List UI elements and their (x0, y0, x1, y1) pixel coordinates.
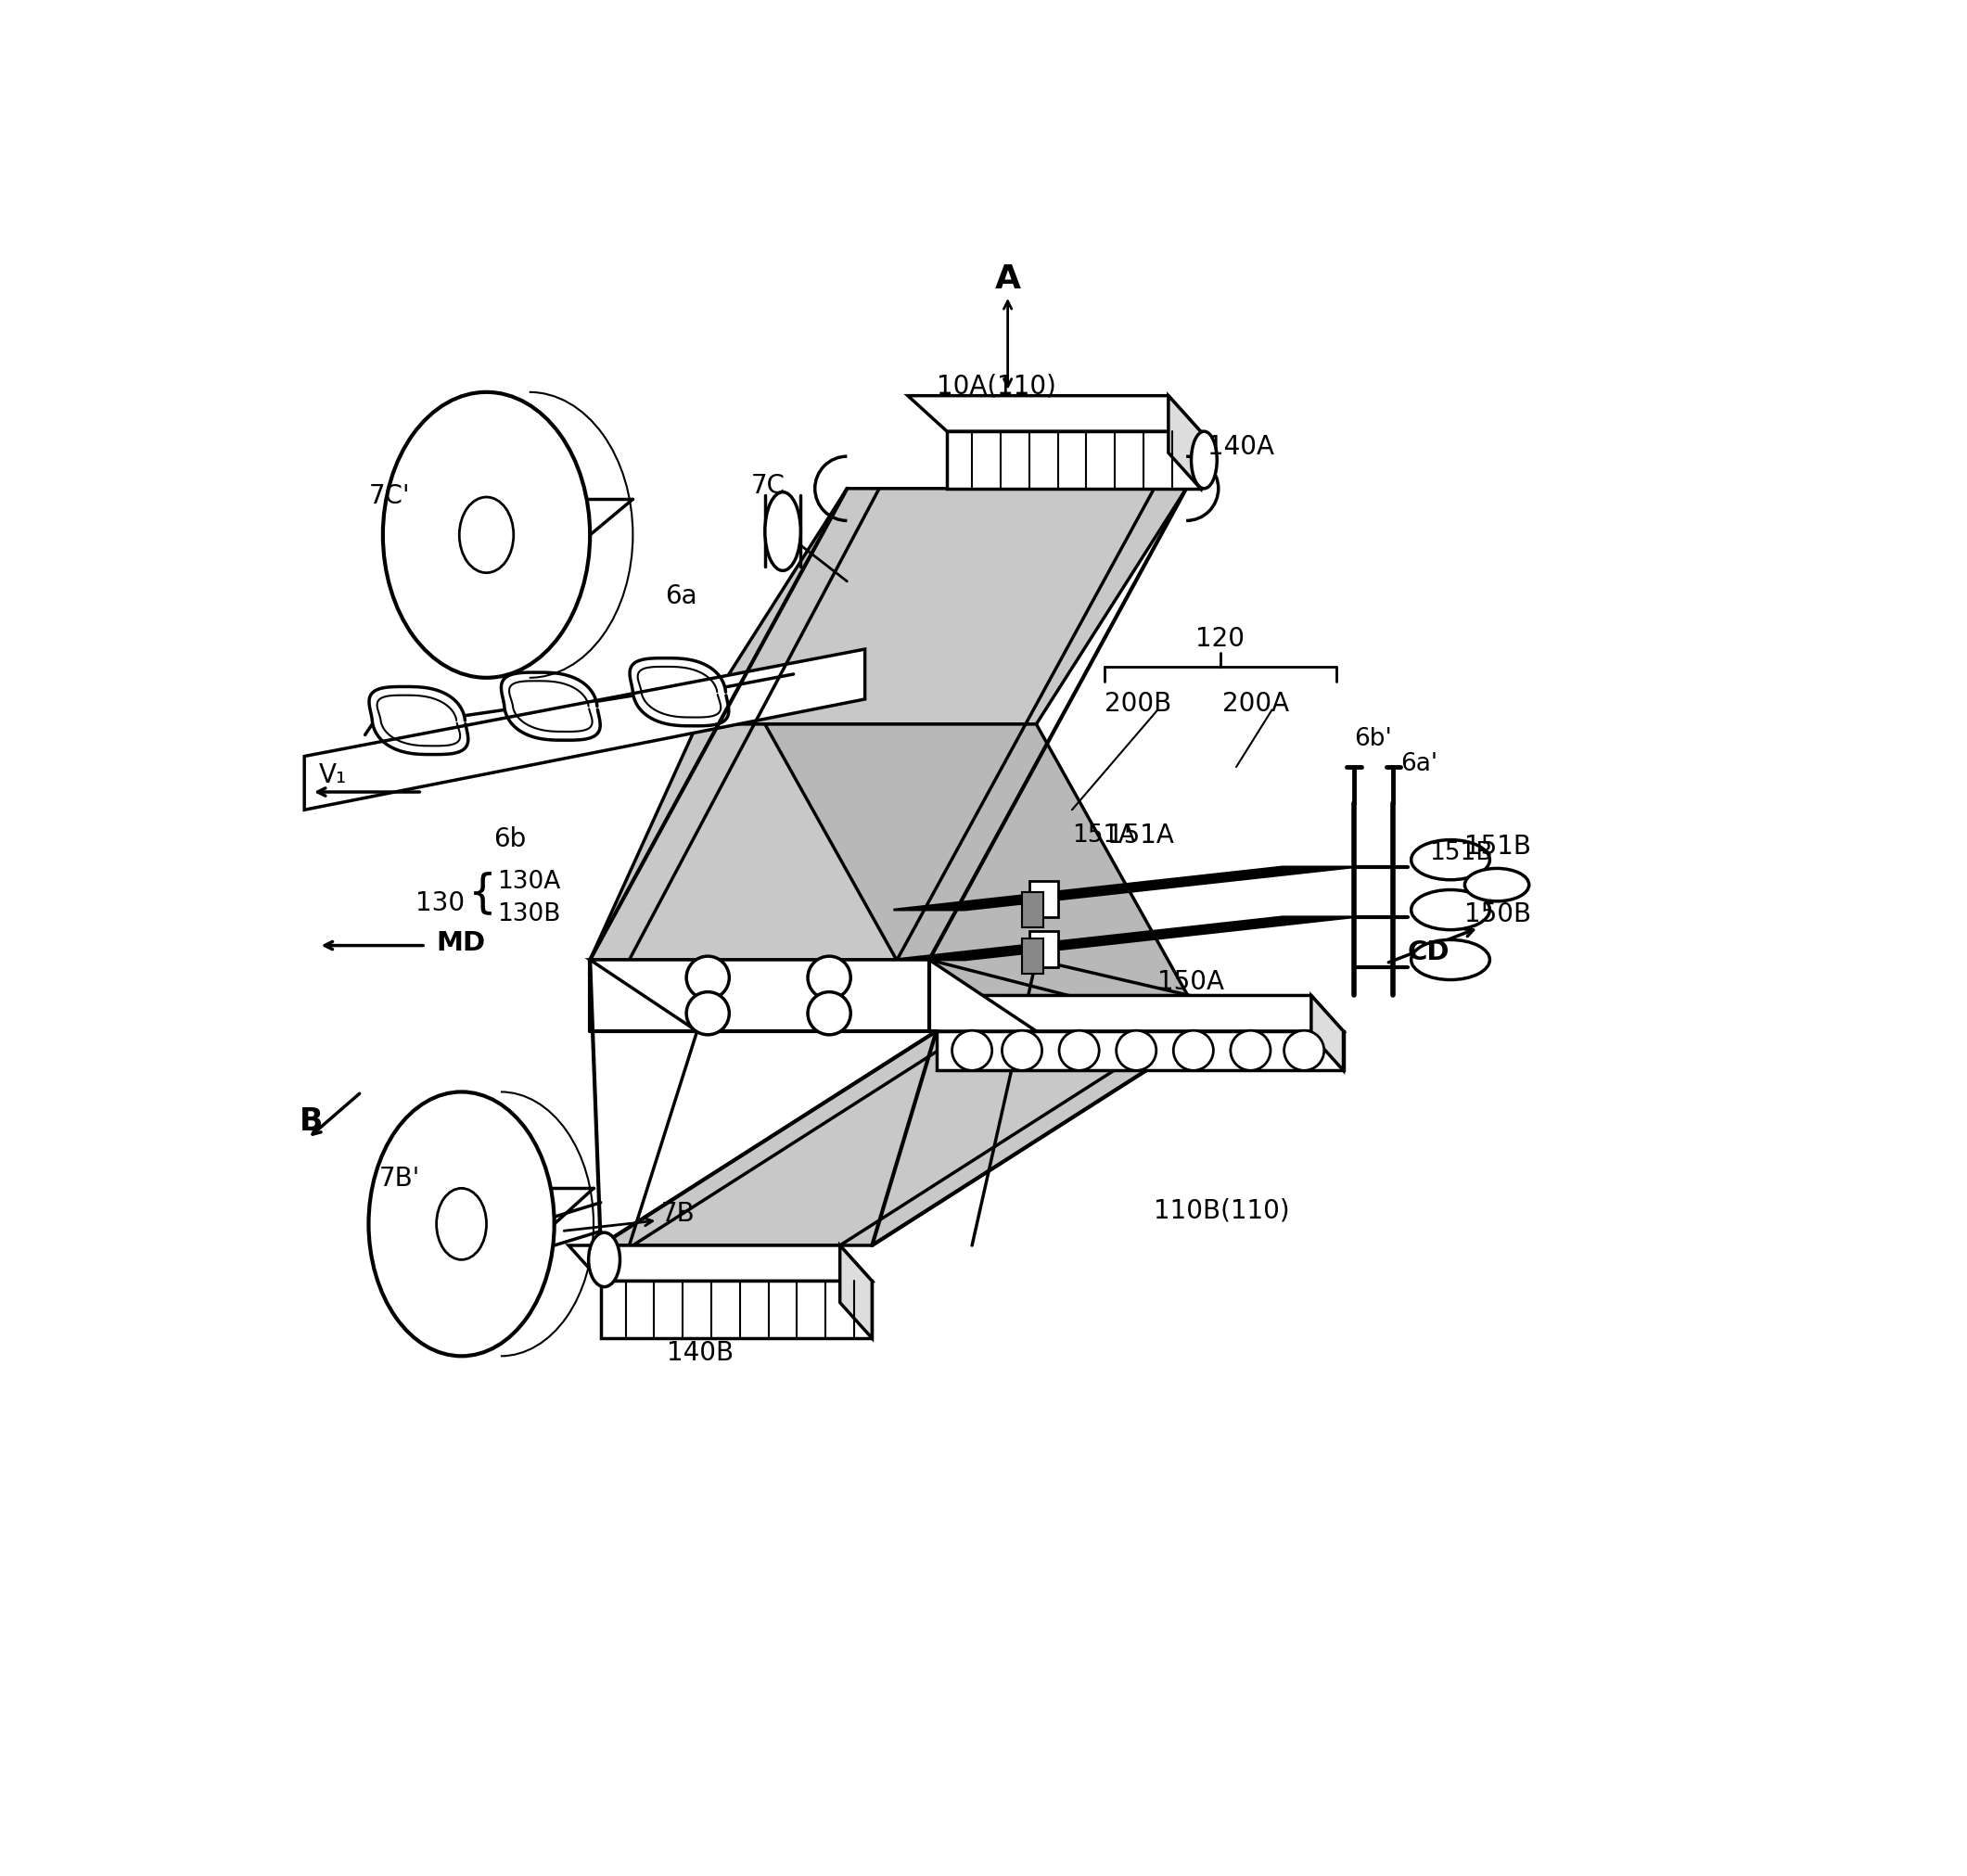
Ellipse shape (952, 1032, 991, 1071)
Ellipse shape (460, 497, 513, 574)
Polygon shape (1029, 932, 1058, 968)
Polygon shape (696, 490, 1186, 724)
Polygon shape (905, 996, 1343, 1032)
Text: 200B: 200B (1103, 690, 1170, 717)
Ellipse shape (1001, 1032, 1043, 1071)
Polygon shape (590, 724, 1037, 961)
Polygon shape (893, 917, 1353, 961)
Polygon shape (893, 867, 1353, 910)
Polygon shape (305, 649, 865, 810)
Polygon shape (1168, 396, 1200, 490)
Polygon shape (1312, 996, 1343, 1071)
Text: 151B: 151B (1465, 833, 1532, 859)
Text: 130A: 130A (498, 870, 561, 893)
Text: {: { (468, 870, 498, 915)
Text: A: A (995, 263, 1021, 295)
Text: V₁: V₁ (319, 762, 346, 788)
Text: 150A: 150A (1159, 968, 1225, 994)
Text: 7B': 7B' (380, 1165, 421, 1191)
Ellipse shape (686, 992, 730, 1036)
Text: 7B: 7B (661, 1201, 696, 1227)
Ellipse shape (368, 1092, 555, 1356)
Polygon shape (1023, 938, 1043, 974)
Text: 7C': 7C' (368, 484, 409, 508)
Text: 130B: 130B (498, 902, 561, 927)
Ellipse shape (1465, 869, 1528, 902)
Text: 6a: 6a (665, 583, 696, 610)
Ellipse shape (588, 1233, 620, 1287)
Polygon shape (1023, 893, 1043, 929)
Text: 151B: 151B (1430, 840, 1493, 865)
Text: CD: CD (1408, 938, 1450, 964)
Ellipse shape (1117, 1032, 1157, 1071)
Polygon shape (590, 961, 1037, 1032)
Polygon shape (840, 1246, 871, 1338)
Polygon shape (600, 1032, 1208, 1246)
Polygon shape (907, 396, 1200, 431)
Ellipse shape (1410, 891, 1489, 930)
Text: 110B(110): 110B(110) (1155, 1197, 1290, 1223)
Text: 200A: 200A (1222, 690, 1288, 717)
Polygon shape (765, 724, 1208, 1032)
Text: MD: MD (437, 929, 486, 955)
Text: 6b: 6b (494, 825, 527, 852)
Text: 130: 130 (415, 889, 464, 915)
Ellipse shape (1231, 1032, 1271, 1071)
Polygon shape (1029, 882, 1058, 917)
Text: 151A: 151A (1072, 824, 1135, 848)
Text: 150B: 150B (1465, 900, 1532, 927)
Polygon shape (946, 431, 1200, 490)
Ellipse shape (384, 392, 590, 679)
Text: 6b': 6b' (1353, 726, 1393, 750)
Text: 140A: 140A (1208, 433, 1275, 460)
Text: 7C: 7C (751, 473, 785, 499)
Polygon shape (568, 1246, 871, 1281)
Text: B: B (299, 1105, 323, 1137)
Ellipse shape (1174, 1032, 1214, 1071)
Text: 10A(110): 10A(110) (936, 373, 1056, 400)
Ellipse shape (1410, 840, 1489, 880)
Ellipse shape (1410, 940, 1489, 979)
Ellipse shape (765, 493, 801, 572)
Polygon shape (936, 1032, 1343, 1071)
Ellipse shape (686, 957, 730, 1000)
Text: 140B: 140B (667, 1339, 734, 1366)
Ellipse shape (1284, 1032, 1324, 1071)
Ellipse shape (1058, 1032, 1100, 1071)
Polygon shape (600, 1281, 871, 1338)
Ellipse shape (437, 1189, 486, 1261)
Text: 6a': 6a' (1401, 752, 1438, 777)
Ellipse shape (808, 957, 850, 1000)
Ellipse shape (808, 992, 850, 1036)
Text: 151A: 151A (1107, 822, 1174, 848)
Text: 120: 120 (1196, 627, 1245, 653)
Ellipse shape (1192, 431, 1218, 490)
